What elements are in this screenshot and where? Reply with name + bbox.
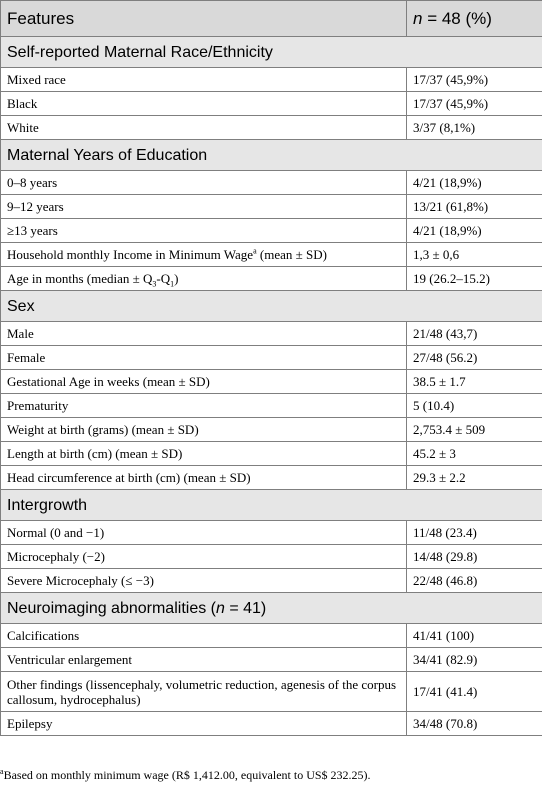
row-label: Mixed race <box>0 67 407 92</box>
row-value-epilepsy: 34/48 (70.8) <box>406 711 542 736</box>
neuro-title-n: n <box>215 599 225 617</box>
row-label: Microcephaly (−2) <box>0 544 407 569</box>
table-row: 9–12 years 13/21 (61,8%) <box>0 194 542 219</box>
row-label: ≥13 years <box>0 218 407 243</box>
row-value: 21/48 (43,7) <box>406 321 542 346</box>
table-header-row: Features n = 48 (%) <box>0 0 542 37</box>
neuro-title-b: = 41) <box>224 599 267 617</box>
header-n-italic: n <box>413 9 423 28</box>
section-title-intergrowth: Intergrowth <box>0 489 542 521</box>
table-row: Severe Microcephaly (≤ −3) 22/48 (46.8) <box>0 568 542 593</box>
table-row: Age in months (median ± Q3-Q1) 19 (26.2–… <box>0 266 542 291</box>
row-value: 3/37 (8,1%) <box>406 115 542 140</box>
income-label-text: Household monthly Income in Minimum Wage <box>7 247 254 262</box>
table-row: Black 17/37 (45,9%) <box>0 91 542 116</box>
table-row: Head circumference at birth (cm) (mean ±… <box>0 465 542 490</box>
row-value: 14/48 (29.8) <box>406 544 542 569</box>
section-education: Maternal Years of Education <box>0 139 542 171</box>
row-value: 17/37 (45,9%) <box>406 67 542 92</box>
row-value: 5 (10.4) <box>406 393 542 418</box>
row-value-income: 1,3 ± 0,6 <box>406 242 542 267</box>
section-intergrowth: Intergrowth <box>0 489 542 521</box>
table-row: Mixed race 17/37 (45,9%) <box>0 67 542 92</box>
row-label: Weight at birth (grams) (mean ± SD) <box>0 417 407 442</box>
income-footnote-mark: a <box>253 246 257 256</box>
section-title-sex: Sex <box>0 290 542 322</box>
table-row: Household monthly Income in Minimum Wage… <box>0 242 542 267</box>
table-row: Ventricular enlargement 34/41 (82.9) <box>0 647 542 672</box>
table-row: Female 27/48 (56.2) <box>0 345 542 370</box>
row-label: Male <box>0 321 407 346</box>
row-label: Female <box>0 345 407 370</box>
age-sub-q1: 1 <box>170 279 175 289</box>
age-label-c: ) <box>174 271 179 286</box>
row-value: 34/41 (82.9) <box>406 647 542 672</box>
row-label: 9–12 years <box>0 194 407 219</box>
row-value: 41/41 (100) <box>406 623 542 648</box>
table-row: Prematurity 5 (10.4) <box>0 393 542 418</box>
row-label-epilepsy: Epilepsy <box>0 711 407 736</box>
header-n-rest: = 48 (%) <box>422 9 492 28</box>
table-row: 0–8 years 4/21 (18,9%) <box>0 170 542 195</box>
row-value-age: 19 (26.2–15.2) <box>406 266 542 291</box>
row-value: 45.2 ± 3 <box>406 441 542 466</box>
section-race: Self-reported Maternal Race/Ethnicity <box>0 36 542 68</box>
row-label-age: Age in months (median ± Q3-Q1) <box>0 266 407 291</box>
row-label: Ventricular enlargement <box>0 647 407 672</box>
row-value-other-findings: 17/41 (41.4) <box>406 671 542 712</box>
table-row: Gestational Age in weeks (mean ± SD) 38.… <box>0 369 542 394</box>
row-label: 0–8 years <box>0 170 407 195</box>
section-sex: Sex <box>0 290 542 322</box>
row-label-other-findings: Other findings (lissencephaly, volumetri… <box>0 671 407 712</box>
header-n: n = 48 (%) <box>406 0 542 37</box>
row-value: 4/21 (18,9%) <box>406 170 542 195</box>
row-value: 4/21 (18,9%) <box>406 218 542 243</box>
footnote-text: Based on monthly minimum wage (R$ 1,412.… <box>3 768 371 782</box>
table-row: ≥13 years 4/21 (18,9%) <box>0 218 542 243</box>
row-value: 17/37 (45,9%) <box>406 91 542 116</box>
table-row: Microcephaly (−2) 14/48 (29.8) <box>0 544 542 569</box>
row-label: Severe Microcephaly (≤ −3) <box>0 568 407 593</box>
row-label: Gestational Age in weeks (mean ± SD) <box>0 369 407 394</box>
row-label: Calcifications <box>0 623 407 648</box>
table-row: White 3/37 (8,1%) <box>0 115 542 140</box>
section-title-race: Self-reported Maternal Race/Ethnicity <box>0 36 542 68</box>
section-title-education: Maternal Years of Education <box>0 139 542 171</box>
age-sub-q3: 3 <box>152 279 157 289</box>
row-value: 38.5 ± 1.7 <box>406 369 542 394</box>
table-row: Weight at birth (grams) (mean ± SD) 2,75… <box>0 417 542 442</box>
row-label: Length at birth (cm) (mean ± SD) <box>0 441 407 466</box>
row-label: Head circumference at birth (cm) (mean ±… <box>0 465 407 490</box>
row-label-income: Household monthly Income in Minimum Wage… <box>0 242 407 267</box>
features-table: Features n = 48 (%) Self-reported Matern… <box>0 0 542 736</box>
row-value: 27/48 (56.2) <box>406 345 542 370</box>
age-label-a: Age in months (median ± Q <box>7 271 153 286</box>
footnote-mark: a <box>0 767 4 776</box>
table-row: Epilepsy 34/48 (70.8) <box>0 711 542 736</box>
income-label-suffix: (mean ± SD) <box>256 247 327 262</box>
table-row: Normal (0 and −1) 11/48 (23.4) <box>0 520 542 545</box>
table-row: Male 21/48 (43,7) <box>0 321 542 346</box>
neuro-title-a: Neuroimaging abnormalities ( <box>7 599 216 617</box>
age-label-b: -Q <box>156 271 171 286</box>
table-row: Length at birth (cm) (mean ± SD) 45.2 ± … <box>0 441 542 466</box>
row-label: Black <box>0 91 407 116</box>
row-label: White <box>0 115 407 140</box>
row-value: 29.3 ± 2.2 <box>406 465 542 490</box>
row-value: 22/48 (46.8) <box>406 568 542 593</box>
section-title-neuroimaging: Neuroimaging abnormalities (n = 41) <box>0 592 542 624</box>
table-row: Other findings (lissencephaly, volumetri… <box>0 671 542 712</box>
row-value: 2,753.4 ± 509 <box>406 417 542 442</box>
table-row: Calcifications 41/41 (100) <box>0 623 542 648</box>
row-value: 13/21 (61,8%) <box>406 194 542 219</box>
table-footnote: aBased on monthly minimum wage (R$ 1,412… <box>0 768 371 783</box>
row-label: Prematurity <box>0 393 407 418</box>
row-value: 11/48 (23.4) <box>406 520 542 545</box>
header-features: Features <box>0 0 407 37</box>
section-neuroimaging: Neuroimaging abnormalities (n = 41) <box>0 592 542 624</box>
row-label: Normal (0 and −1) <box>0 520 407 545</box>
